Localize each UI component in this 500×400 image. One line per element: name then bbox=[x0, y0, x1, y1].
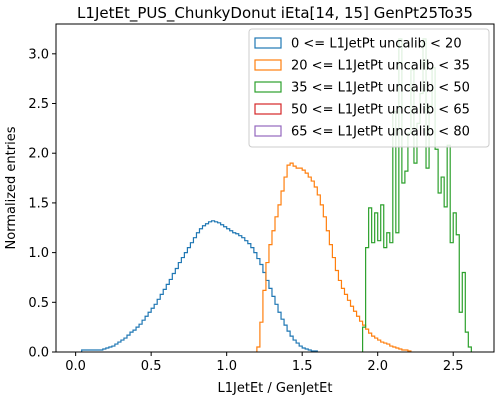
legend-swatch-3 bbox=[254, 103, 282, 115]
y-axis-label: Normalized entries bbox=[4, 126, 19, 249]
y-tick-label: 0.0 bbox=[28, 346, 49, 361]
legend: 0 <= L1JetPt uncalib < 20 20 <= L1JetPt u… bbox=[248, 28, 490, 148]
legend-box bbox=[248, 28, 490, 148]
legend-swatch-0 bbox=[254, 37, 282, 49]
x-tick-label: 0.5 bbox=[141, 359, 162, 374]
y-tick-label: 3.0 bbox=[28, 47, 49, 62]
plot-frame bbox=[55, 23, 495, 353]
x-tick-label: 0.0 bbox=[65, 359, 86, 374]
legend-swatch-4 bbox=[254, 125, 282, 137]
chart-title: L1JetEt_PUS_ChunkyDonut iEta[14, 15] Gen… bbox=[77, 4, 473, 23]
histogram-series-0 bbox=[81, 220, 318, 352]
y-tick-label: 2.5 bbox=[28, 97, 49, 112]
x-tick-label: 1.0 bbox=[216, 359, 237, 374]
y-tick-label: 0.5 bbox=[28, 296, 49, 311]
legend-swatch-1 bbox=[254, 59, 282, 71]
legend-label-0: 0 <= L1JetPt uncalib < 20 bbox=[291, 37, 462, 52]
y-axis-ticks: 0.0 0.5 1.0 1.5 2.0 2.5 3.0 bbox=[28, 47, 56, 361]
legend-label-1: 20 <= L1JetPt uncalib < 35 bbox=[291, 59, 470, 74]
legend-label-3: 50 <= L1JetPt uncalib < 65 bbox=[291, 103, 470, 118]
legend-label-4: 65 <= L1JetPt uncalib < 80 bbox=[291, 125, 470, 140]
x-axis-ticks: 0.0 0.5 1.0 1.5 2.0 2.5 bbox=[65, 352, 464, 374]
histogram-series-1 bbox=[256, 162, 412, 352]
y-tick-label: 1.5 bbox=[28, 196, 49, 211]
x-axis-label: L1JetEt / GenJetEt bbox=[218, 381, 333, 396]
y-tick-label: 1.0 bbox=[28, 246, 49, 261]
x-tick-label: 2.0 bbox=[367, 359, 388, 374]
legend-label-2: 35 <= L1JetPt uncalib < 50 bbox=[291, 81, 470, 96]
y-tick-label: 2.0 bbox=[28, 147, 49, 162]
legend-swatch-2 bbox=[254, 81, 282, 93]
x-tick-label: 2.5 bbox=[443, 359, 464, 374]
x-tick-label: 1.5 bbox=[292, 359, 313, 374]
